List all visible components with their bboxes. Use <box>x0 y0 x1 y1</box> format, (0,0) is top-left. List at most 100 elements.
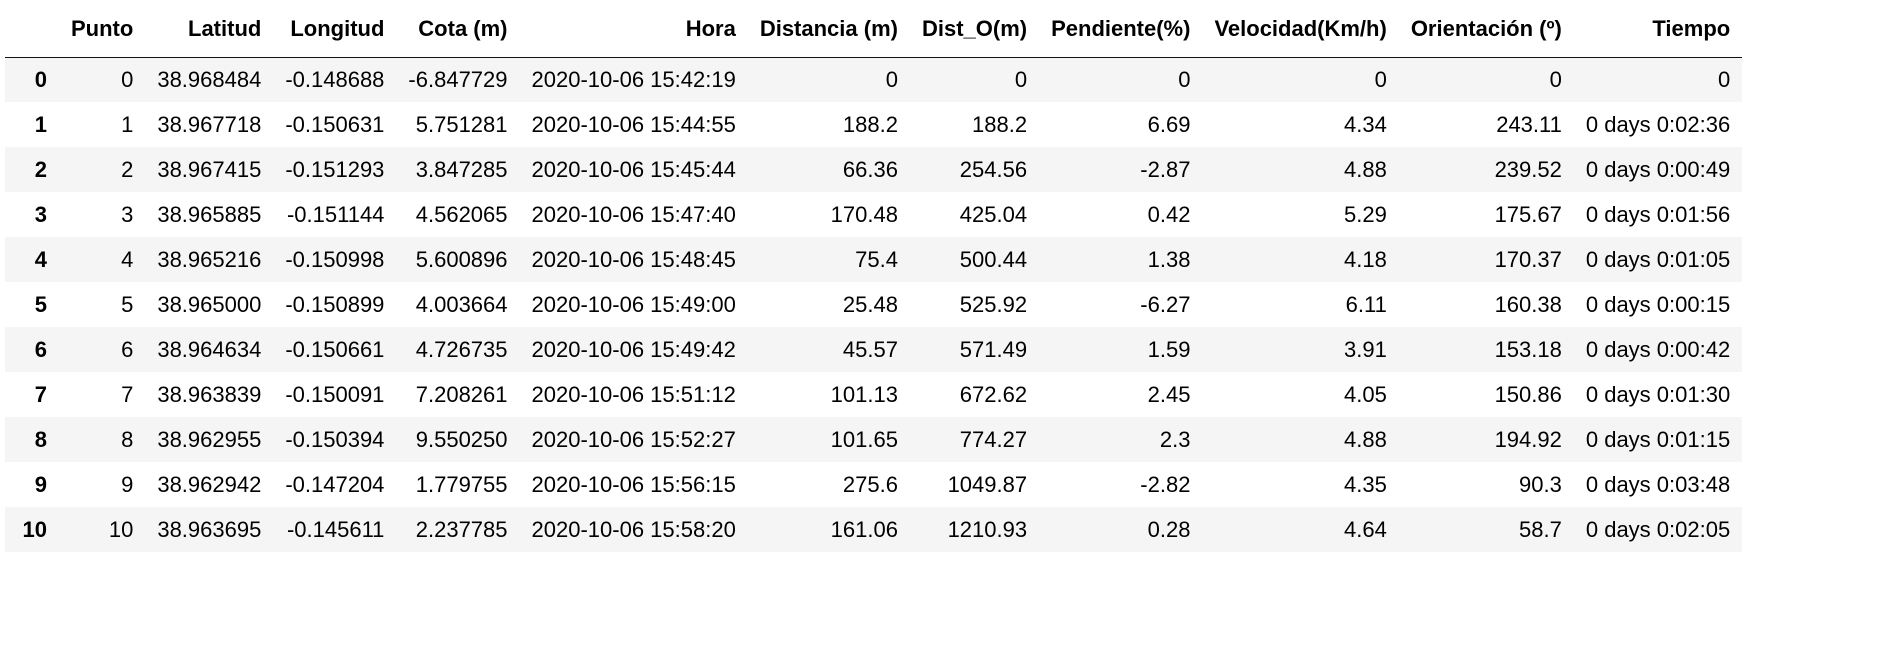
cell-orientacion: 239.52 <box>1494 156 1562 182</box>
cell-punto: 10 <box>108 516 134 542</box>
cell-tiempo: 0 days 0:01:56 <box>1585 201 1731 227</box>
header-row: Punto Latitud Longitud Cota (m) Hora Distanci… <box>5 2 1743 58</box>
cell-longitud: -0.150661 <box>285 336 385 362</box>
cell-cota-m: 7.208261 <box>415 381 508 407</box>
row-index: 8 <box>34 426 47 452</box>
cell-punto: 2 <box>121 156 134 182</box>
cell-pendiente: 2.3 <box>1159 426 1191 452</box>
cell-dist-o-m: 425.04 <box>959 201 1028 227</box>
cell-punto: 6 <box>121 336 134 362</box>
cell-tiempo: 0 days 0:01:15 <box>1585 426 1731 452</box>
row-index: 0 <box>34 66 47 92</box>
cell-dist-o-m: 1210.93 <box>947 516 1028 542</box>
cell-distancia-m: 0 <box>885 66 898 92</box>
cell-pendiente: -6.27 <box>1140 291 1191 317</box>
cell-distancia-m: 25.48 <box>842 291 898 317</box>
cell-dist-o-m: 188.2 <box>972 111 1028 137</box>
cell-cota-m: 2.237785 <box>415 516 508 542</box>
cell-cota-m: 4.726735 <box>415 336 508 362</box>
cell-tiempo: 0 days 0:00:15 <box>1585 291 1731 317</box>
column-header-tiempo: Tiempo <box>1573 2 1743 58</box>
column-header-latitud: Latitud <box>145 2 274 58</box>
table-row: 8 8 38.962955 -0.150394 9.550250 2020-10-06 1… <box>5 417 1743 462</box>
row-index: 2 <box>34 156 47 182</box>
cell-distancia-m: 101.13 <box>830 381 898 407</box>
cell-tiempo: 0 days 0:02:05 <box>1585 516 1731 542</box>
cell-orientacion: 160.38 <box>1494 291 1562 317</box>
row-index: 5 <box>34 291 47 317</box>
table-row: 7 7 38.963839 -0.150091 7.208261 2020-10-06 1… <box>5 372 1743 417</box>
cell-dist-o-m: 1049.87 <box>947 471 1028 497</box>
cell-orientacion: 0 <box>1549 66 1562 92</box>
column-header-cota-m: Cota (m) <box>396 2 520 58</box>
cell-pendiente: -2.87 <box>1140 156 1191 182</box>
cell-pendiente: 0.28 <box>1147 516 1191 542</box>
row-index: 3 <box>34 201 47 227</box>
cell-cota-m: 9.550250 <box>415 426 508 452</box>
cell-hora: 2020-10-06 15:42:19 <box>531 66 736 92</box>
cell-longitud: -0.148688 <box>285 66 385 92</box>
table-row: 4 4 38.965216 -0.150998 5.600896 2020-10-06 1… <box>5 237 1743 282</box>
table-row: 1 1 38.967718 -0.150631 5.751281 2020-10-06 1… <box>5 102 1743 147</box>
cell-hora: 2020-10-06 15:47:40 <box>531 201 736 227</box>
cell-punto: 7 <box>121 381 134 407</box>
cell-distancia-m: 161.06 <box>830 516 898 542</box>
cell-distancia-m: 170.48 <box>830 201 898 227</box>
cell-tiempo: 0 days 0:00:42 <box>1585 336 1731 362</box>
cell-pendiente: 0 <box>1178 66 1191 92</box>
cell-tiempo: 0 <box>1717 66 1731 92</box>
cell-punto: 9 <box>121 471 134 497</box>
cell-hora: 2020-10-06 15:49:42 <box>531 336 736 362</box>
cell-latitud: 38.963839 <box>157 381 262 407</box>
cell-orientacion: 175.67 <box>1494 201 1562 227</box>
cell-distancia-m: 275.6 <box>842 471 898 497</box>
column-header-velocidad-km-h: Velocidad(Km/h) <box>1202 2 1399 58</box>
cell-cota-m: -6.847729 <box>408 66 508 92</box>
column-header-pendiente: Pendiente(%) <box>1039 2 1203 58</box>
cell-punto: 4 <box>121 246 134 272</box>
cell-latitud: 38.965000 <box>157 291 262 317</box>
cell-velocidad-km-h: 4.88 <box>1343 156 1387 182</box>
cell-velocidad-km-h: 4.05 <box>1343 381 1387 407</box>
cell-distancia-m: 188.2 <box>842 111 898 137</box>
cell-tiempo: 0 days 0:03:48 <box>1585 471 1731 497</box>
column-header-hora: Hora <box>519 2 748 58</box>
cell-distancia-m: 66.36 <box>842 156 898 182</box>
cell-hora: 2020-10-06 15:45:44 <box>531 156 736 182</box>
cell-distancia-m: 45.57 <box>842 336 898 362</box>
cell-latitud: 38.963695 <box>157 516 262 542</box>
cell-dist-o-m: 525.92 <box>959 291 1028 317</box>
cell-orientacion: 194.92 <box>1494 426 1562 452</box>
table-row: 0 0 38.968484 -0.148688 -6.847729 2020-10-06 … <box>5 57 1743 102</box>
cell-hora: 2020-10-06 15:58:20 <box>531 516 736 542</box>
cell-cota-m: 3.847285 <box>415 156 508 182</box>
table-row: 6 6 38.964634 -0.150661 4.726735 2020-10-06 1… <box>5 327 1743 372</box>
cell-distancia-m: 75.4 <box>855 246 898 272</box>
cell-punto: 1 <box>121 111 134 137</box>
cell-dist-o-m: 254.56 <box>959 156 1028 182</box>
cell-tiempo: 0 days 0:00:49 <box>1585 156 1731 182</box>
cell-orientacion: 153.18 <box>1494 336 1562 362</box>
cell-punto: 0 <box>121 66 134 92</box>
cell-hora: 2020-10-06 15:56:15 <box>531 471 736 497</box>
cell-hora: 2020-10-06 15:52:27 <box>531 426 736 452</box>
cell-velocidad-km-h: 4.18 <box>1343 246 1387 272</box>
table-row: 3 3 38.965885 -0.151144 4.562065 2020-10-06 1… <box>5 192 1743 237</box>
column-header-longitud: Longitud <box>273 2 397 58</box>
cell-punto: 3 <box>121 201 134 227</box>
cell-orientacion: 58.7 <box>1519 516 1562 542</box>
column-header-distancia-m: Distancia (m) <box>747 2 910 58</box>
cell-tiempo: 0 days 0:01:30 <box>1585 381 1731 407</box>
column-header-dist-o-m: Dist_O(m) <box>909 2 1040 58</box>
cell-longitud: -0.151293 <box>285 156 385 182</box>
row-index: 7 <box>34 381 47 407</box>
table-row: 5 5 38.965000 -0.150899 4.003664 2020-10-06 1… <box>5 282 1743 327</box>
cell-pendiente: 1.59 <box>1147 336 1191 362</box>
cell-latitud: 38.962942 <box>157 471 262 497</box>
cell-latitud: 38.965216 <box>157 246 262 272</box>
table-body: 0 0 38.968484 -0.148688 -6.847729 2020-10-06 … <box>5 57 1743 552</box>
cell-dist-o-m: 774.27 <box>959 426 1028 452</box>
cell-velocidad-km-h: 4.34 <box>1343 111 1387 137</box>
cell-longitud: -0.145611 <box>286 516 385 542</box>
cell-velocidad-km-h: 4.64 <box>1343 516 1387 542</box>
